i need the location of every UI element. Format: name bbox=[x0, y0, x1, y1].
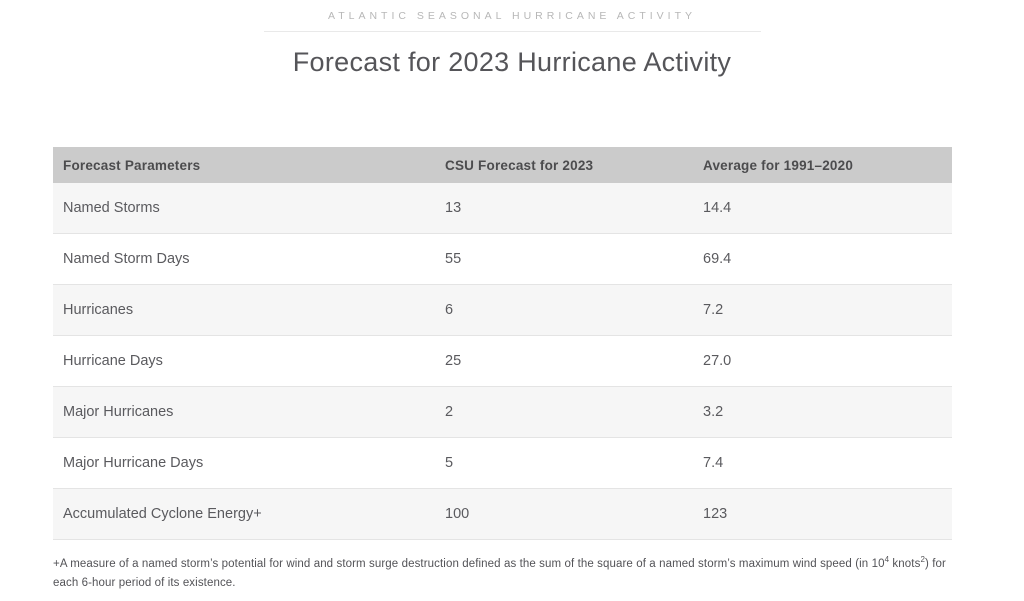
cell-average: 7.4 bbox=[703, 437, 952, 489]
table-body: Named Storms 13 14.4 Named Storm Days 55… bbox=[53, 183, 952, 540]
table-row: Major Hurricanes 2 3.2 bbox=[53, 386, 952, 438]
cell-average: 69.4 bbox=[703, 233, 952, 285]
cell-parameter: Hurricanes bbox=[53, 284, 445, 336]
table-row: Named Storm Days 55 69.4 bbox=[53, 233, 952, 285]
cell-parameter: Major Hurricane Days bbox=[53, 437, 445, 489]
cell-forecast: 25 bbox=[445, 335, 703, 387]
cell-average: 123 bbox=[703, 488, 952, 540]
footnote-text-1: +A measure of a named storm’s potential … bbox=[53, 558, 885, 570]
table-row: Major Hurricane Days 5 7.4 bbox=[53, 437, 952, 489]
cell-average: 7.2 bbox=[703, 284, 952, 336]
table-row: Hurricane Days 25 27.0 bbox=[53, 335, 952, 387]
footnote-superscript-2: 2 bbox=[920, 555, 925, 565]
cell-forecast: 100 bbox=[445, 488, 703, 540]
table-row: Accumulated Cyclone Energy+ 100 123 bbox=[53, 488, 952, 540]
cell-average: 3.2 bbox=[703, 386, 952, 438]
column-header-average: Average for 1991–2020 bbox=[703, 147, 952, 183]
cell-parameter: Major Hurricanes bbox=[53, 386, 445, 438]
cell-forecast: 6 bbox=[445, 284, 703, 336]
table-row: Named Storms 13 14.4 bbox=[53, 183, 952, 234]
eyebrow-label: ATLANTIC SEASONAL HURRICANE ACTIVITY bbox=[327, 10, 697, 22]
table-row: Hurricanes 6 7.2 bbox=[53, 284, 952, 336]
header-row: Forecast Parameters CSU Forecast for 202… bbox=[53, 147, 952, 183]
cell-forecast: 2 bbox=[445, 386, 703, 438]
footnote-superscript-4: 4 bbox=[884, 555, 890, 565]
page-title: Forecast for 2023 Hurricane Activity bbox=[292, 47, 732, 77]
column-header-forecast: CSU Forecast for 2023 bbox=[445, 147, 703, 183]
cell-parameter: Hurricane Days bbox=[53, 335, 445, 387]
cell-parameter: Accumulated Cyclone Energy+ bbox=[53, 488, 445, 540]
page-header: ATLANTIC SEASONAL HURRICANE ACTIVITY For… bbox=[0, 0, 1024, 79]
forecast-table: Forecast Parameters CSU Forecast for 202… bbox=[53, 147, 952, 540]
cell-average: 27.0 bbox=[703, 335, 952, 387]
footnote: +A measure of a named storm’s potential … bbox=[53, 555, 952, 593]
cell-forecast: 55 bbox=[445, 233, 703, 285]
cell-parameter: Named Storm Days bbox=[53, 233, 445, 285]
header-divider bbox=[263, 31, 761, 32]
cell-forecast: 13 bbox=[445, 183, 703, 234]
cell-average: 14.4 bbox=[703, 183, 952, 234]
table-header: Forecast Parameters CSU Forecast for 202… bbox=[53, 147, 952, 183]
cell-forecast: 5 bbox=[445, 437, 703, 489]
footnote-text-3: ) for each 6-hour period of its existenc… bbox=[53, 558, 946, 589]
footnote-text-2: knots bbox=[889, 558, 921, 570]
cell-parameter: Named Storms bbox=[53, 183, 445, 234]
column-header-parameters: Forecast Parameters bbox=[53, 147, 445, 183]
